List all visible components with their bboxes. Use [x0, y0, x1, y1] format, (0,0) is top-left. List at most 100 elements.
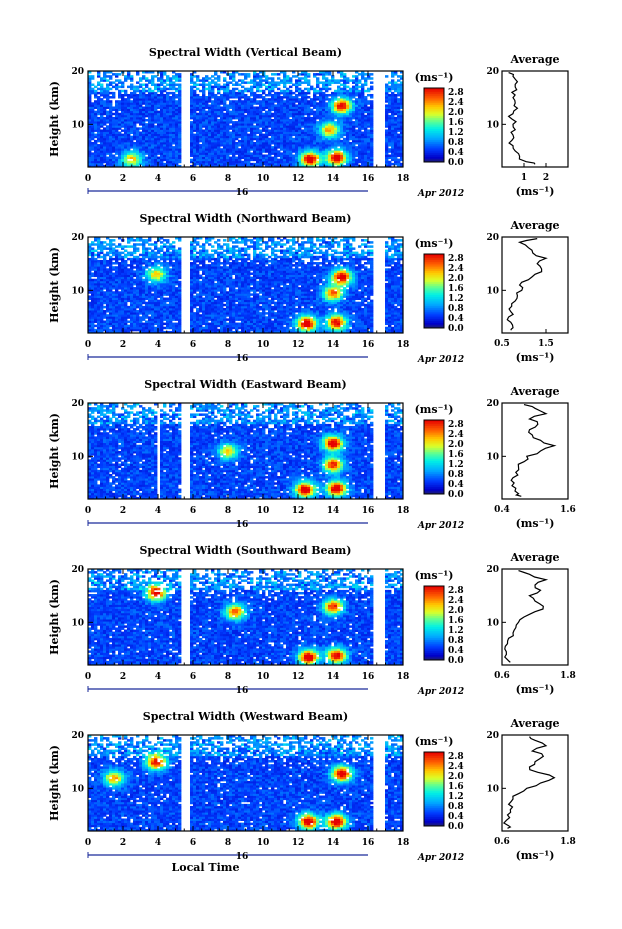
average-unit: (ms⁻¹)	[516, 185, 555, 198]
heatmap-cell	[223, 77, 226, 79]
heatmap-cell	[151, 243, 154, 245]
heatmap-cell	[139, 84, 142, 86]
heatmap-cell	[190, 159, 193, 161]
heatmap-cell	[289, 119, 292, 121]
heatmap-cell	[274, 73, 277, 75]
heatmap-cell	[331, 150, 334, 152]
heatmap-cell	[157, 256, 160, 258]
heatmap-cell	[127, 268, 130, 270]
heatmap-cell	[196, 88, 199, 90]
heatmap-cell	[364, 96, 367, 98]
heatmap-cell	[319, 81, 322, 83]
heatmap-cell	[130, 245, 133, 247]
heatmap-cell	[325, 102, 328, 104]
heatmap-cell	[106, 111, 109, 113]
heatmap-cell	[91, 247, 94, 249]
heatmap-cell	[103, 254, 106, 256]
heatmap-cell	[334, 102, 337, 104]
heatmap-cell	[256, 106, 259, 108]
heatmap-cell	[145, 239, 148, 241]
heatmap-cell	[157, 111, 160, 113]
heatmap-cell	[367, 88, 370, 90]
heatmap-cell	[223, 113, 226, 115]
heatmap-cell	[148, 88, 151, 90]
heatmap-cell	[298, 73, 301, 75]
heatmap-cell	[289, 90, 292, 92]
heatmap-cell	[256, 136, 259, 138]
heatmap-cell	[127, 252, 130, 254]
heatmap-cell	[130, 150, 133, 152]
heatmap-cell	[163, 86, 166, 88]
heatmap-cell	[385, 84, 388, 86]
heatmap-cell	[259, 100, 262, 102]
heatmap-cell	[241, 73, 244, 75]
heatmap-cell	[331, 92, 334, 94]
heatmap-cell	[178, 84, 181, 86]
heatmap-cell	[112, 81, 115, 83]
heatmap-cell	[97, 92, 100, 94]
heatmap-cell	[316, 90, 319, 92]
heatmap-cell	[157, 84, 160, 86]
heatmap-cell	[388, 161, 391, 163]
heatmap-cell	[136, 310, 139, 312]
panel-1: Spectral Width (Northward Beam)0 2 4 6 8 10 12…	[48, 212, 568, 365]
heatmap-cell	[97, 88, 100, 90]
heatmap-cell	[259, 129, 262, 131]
heatmap-cell	[112, 239, 115, 241]
heatmap-cell	[91, 142, 94, 144]
heatmap-cell	[205, 96, 208, 98]
heatmap-cell	[100, 84, 103, 86]
y-tick-label: 20	[71, 67, 84, 77]
heatmap-cell	[262, 84, 265, 86]
heatmap-cell	[388, 154, 391, 156]
heatmap-cell	[115, 79, 118, 81]
heatmap-cell	[370, 94, 373, 96]
heatmap-cell	[172, 75, 175, 77]
heatmap-cell	[151, 262, 154, 264]
heatmap-cell	[337, 79, 340, 81]
heatmap-cell	[133, 243, 136, 245]
heatmap-cell	[355, 98, 358, 100]
colorbar-tick-label: 2.0	[448, 108, 464, 118]
heatmap-cell	[256, 100, 259, 102]
heatmap-cell	[244, 73, 247, 75]
heatmap-cell	[307, 73, 310, 75]
heatmap-cell	[223, 84, 226, 86]
heatmap-cell	[292, 138, 295, 140]
heatmap-cell	[91, 152, 94, 154]
heatmap-cell	[130, 84, 133, 86]
heatmap-cell	[205, 75, 208, 77]
heatmap-cell	[256, 73, 259, 75]
heatmap-cell	[154, 327, 157, 329]
heatmap-cell	[151, 75, 154, 77]
heatmap-cell	[103, 127, 106, 129]
heatmap-cell	[316, 102, 319, 104]
heatmap-cell	[154, 241, 157, 243]
heatmap-cell	[112, 117, 115, 119]
heatmap-cell	[133, 287, 136, 289]
heatmap-cell	[265, 98, 268, 100]
heatmap-cell	[100, 241, 103, 243]
heatmap-cell	[103, 291, 106, 293]
heatmap-cell	[340, 140, 343, 142]
heatmap-cell	[229, 125, 232, 127]
heatmap-cell	[280, 90, 283, 92]
heatmap-cell	[109, 239, 112, 241]
heatmap-cell	[235, 142, 238, 144]
heatmap-cell	[265, 111, 268, 113]
x-tick-label: 0	[85, 174, 91, 184]
heatmap-cell	[175, 94, 178, 96]
heatmap-cell	[268, 81, 271, 83]
heatmap-cell	[136, 86, 139, 88]
heatmap-cell	[199, 84, 202, 86]
heatmap-cell	[217, 119, 220, 121]
heatmap-cell	[397, 79, 400, 81]
heatmap-cell	[385, 104, 388, 106]
heatmap-cell	[115, 250, 118, 252]
heatmap-cell	[301, 81, 304, 83]
heatmap-cell	[112, 247, 115, 249]
heatmap-cell	[91, 279, 94, 281]
heatmap-cell	[109, 329, 112, 331]
heatmap-cell	[130, 161, 133, 163]
heatmap-cell	[124, 260, 127, 262]
